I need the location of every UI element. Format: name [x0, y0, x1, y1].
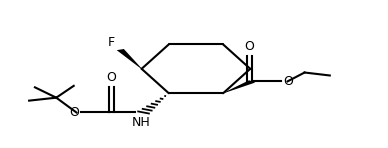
Text: O: O: [245, 40, 255, 53]
Polygon shape: [223, 80, 255, 93]
Text: NH: NH: [132, 116, 151, 129]
Text: O: O: [283, 75, 293, 88]
Text: O: O: [70, 106, 80, 119]
Text: F: F: [108, 36, 115, 49]
Text: O: O: [106, 71, 116, 84]
Polygon shape: [117, 49, 142, 69]
